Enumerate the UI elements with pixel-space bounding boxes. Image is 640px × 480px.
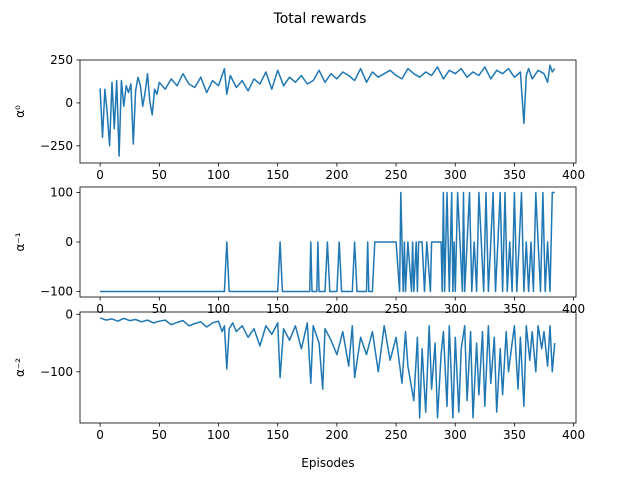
x-tick-label: 350 xyxy=(503,168,526,182)
y-tick-label: 100 xyxy=(50,185,73,199)
subplot-1: 0 50 100 150 200 250 300 350 400 −250 0 250 α⁰ xyxy=(13,53,585,182)
x-tick-label: 0 xyxy=(96,168,104,182)
y-axis-label: α⁻² xyxy=(13,358,27,377)
x-axis-label: Episodes xyxy=(301,456,354,470)
x-tick-label: 150 xyxy=(266,168,289,182)
y-axis-label: α⁻¹ xyxy=(13,232,27,251)
y-tick-label: 0 xyxy=(65,307,73,321)
axes-frame xyxy=(79,311,577,424)
series-line-3-1 xyxy=(99,317,556,419)
x-tick-label: 0 xyxy=(96,428,104,442)
x-tick-label: 100 xyxy=(207,302,230,316)
y-tick-label: −100 xyxy=(40,365,73,379)
x-tick-label: 150 xyxy=(266,302,289,316)
series-line-1-1 xyxy=(99,64,556,157)
y-tick-label: −250 xyxy=(40,139,73,153)
x-tick-label: 200 xyxy=(325,428,348,442)
y-tick-label: 0 xyxy=(65,96,73,110)
series-line-2-1 xyxy=(100,191,555,293)
x-tick-label: 400 xyxy=(562,428,585,442)
x-tick-label: 50 xyxy=(152,168,167,182)
x-tick-label: 250 xyxy=(385,428,408,442)
x-tick-label: 300 xyxy=(444,428,467,442)
axes-frame xyxy=(79,59,577,164)
x-tick-label: 0 xyxy=(96,302,104,316)
subplot-3: 0 50 100 150 200 250 300 350 400 −100 0 α⁻² xyxy=(13,307,585,442)
x-tick-label: 200 xyxy=(325,302,348,316)
x-tick-label: 400 xyxy=(562,168,585,182)
figure-title: Total rewards xyxy=(273,11,367,27)
subplot-panels: 0 50 100 150 200 250 300 350 400 −250 0 250 α⁰ 0 50 100… xyxy=(13,53,585,442)
x-tick-label: 400 xyxy=(562,302,585,316)
x-tick-label: 200 xyxy=(325,168,348,182)
x-tick-label: 50 xyxy=(152,302,167,316)
y-tick-label: 0 xyxy=(65,235,73,249)
y-tick-label: −100 xyxy=(40,285,73,299)
x-tick-label: 150 xyxy=(266,428,289,442)
x-tick-label: 50 xyxy=(152,428,167,442)
x-tick-label: 250 xyxy=(385,168,408,182)
x-tick-label: 300 xyxy=(444,302,467,316)
y-axis-label: α⁰ xyxy=(13,105,27,118)
x-tick-label: 350 xyxy=(503,428,526,442)
x-tick-label: 350 xyxy=(503,302,526,316)
x-tick-label: 100 xyxy=(207,168,230,182)
subplot-2: 0 50 100 150 200 250 300 350 400 −100 0 100 α⁻¹ xyxy=(13,185,585,316)
y-tick-label: 250 xyxy=(50,53,73,67)
x-tick-label: 100 xyxy=(207,428,230,442)
x-tick-label: 300 xyxy=(444,168,467,182)
x-tick-label: 250 xyxy=(385,302,408,316)
